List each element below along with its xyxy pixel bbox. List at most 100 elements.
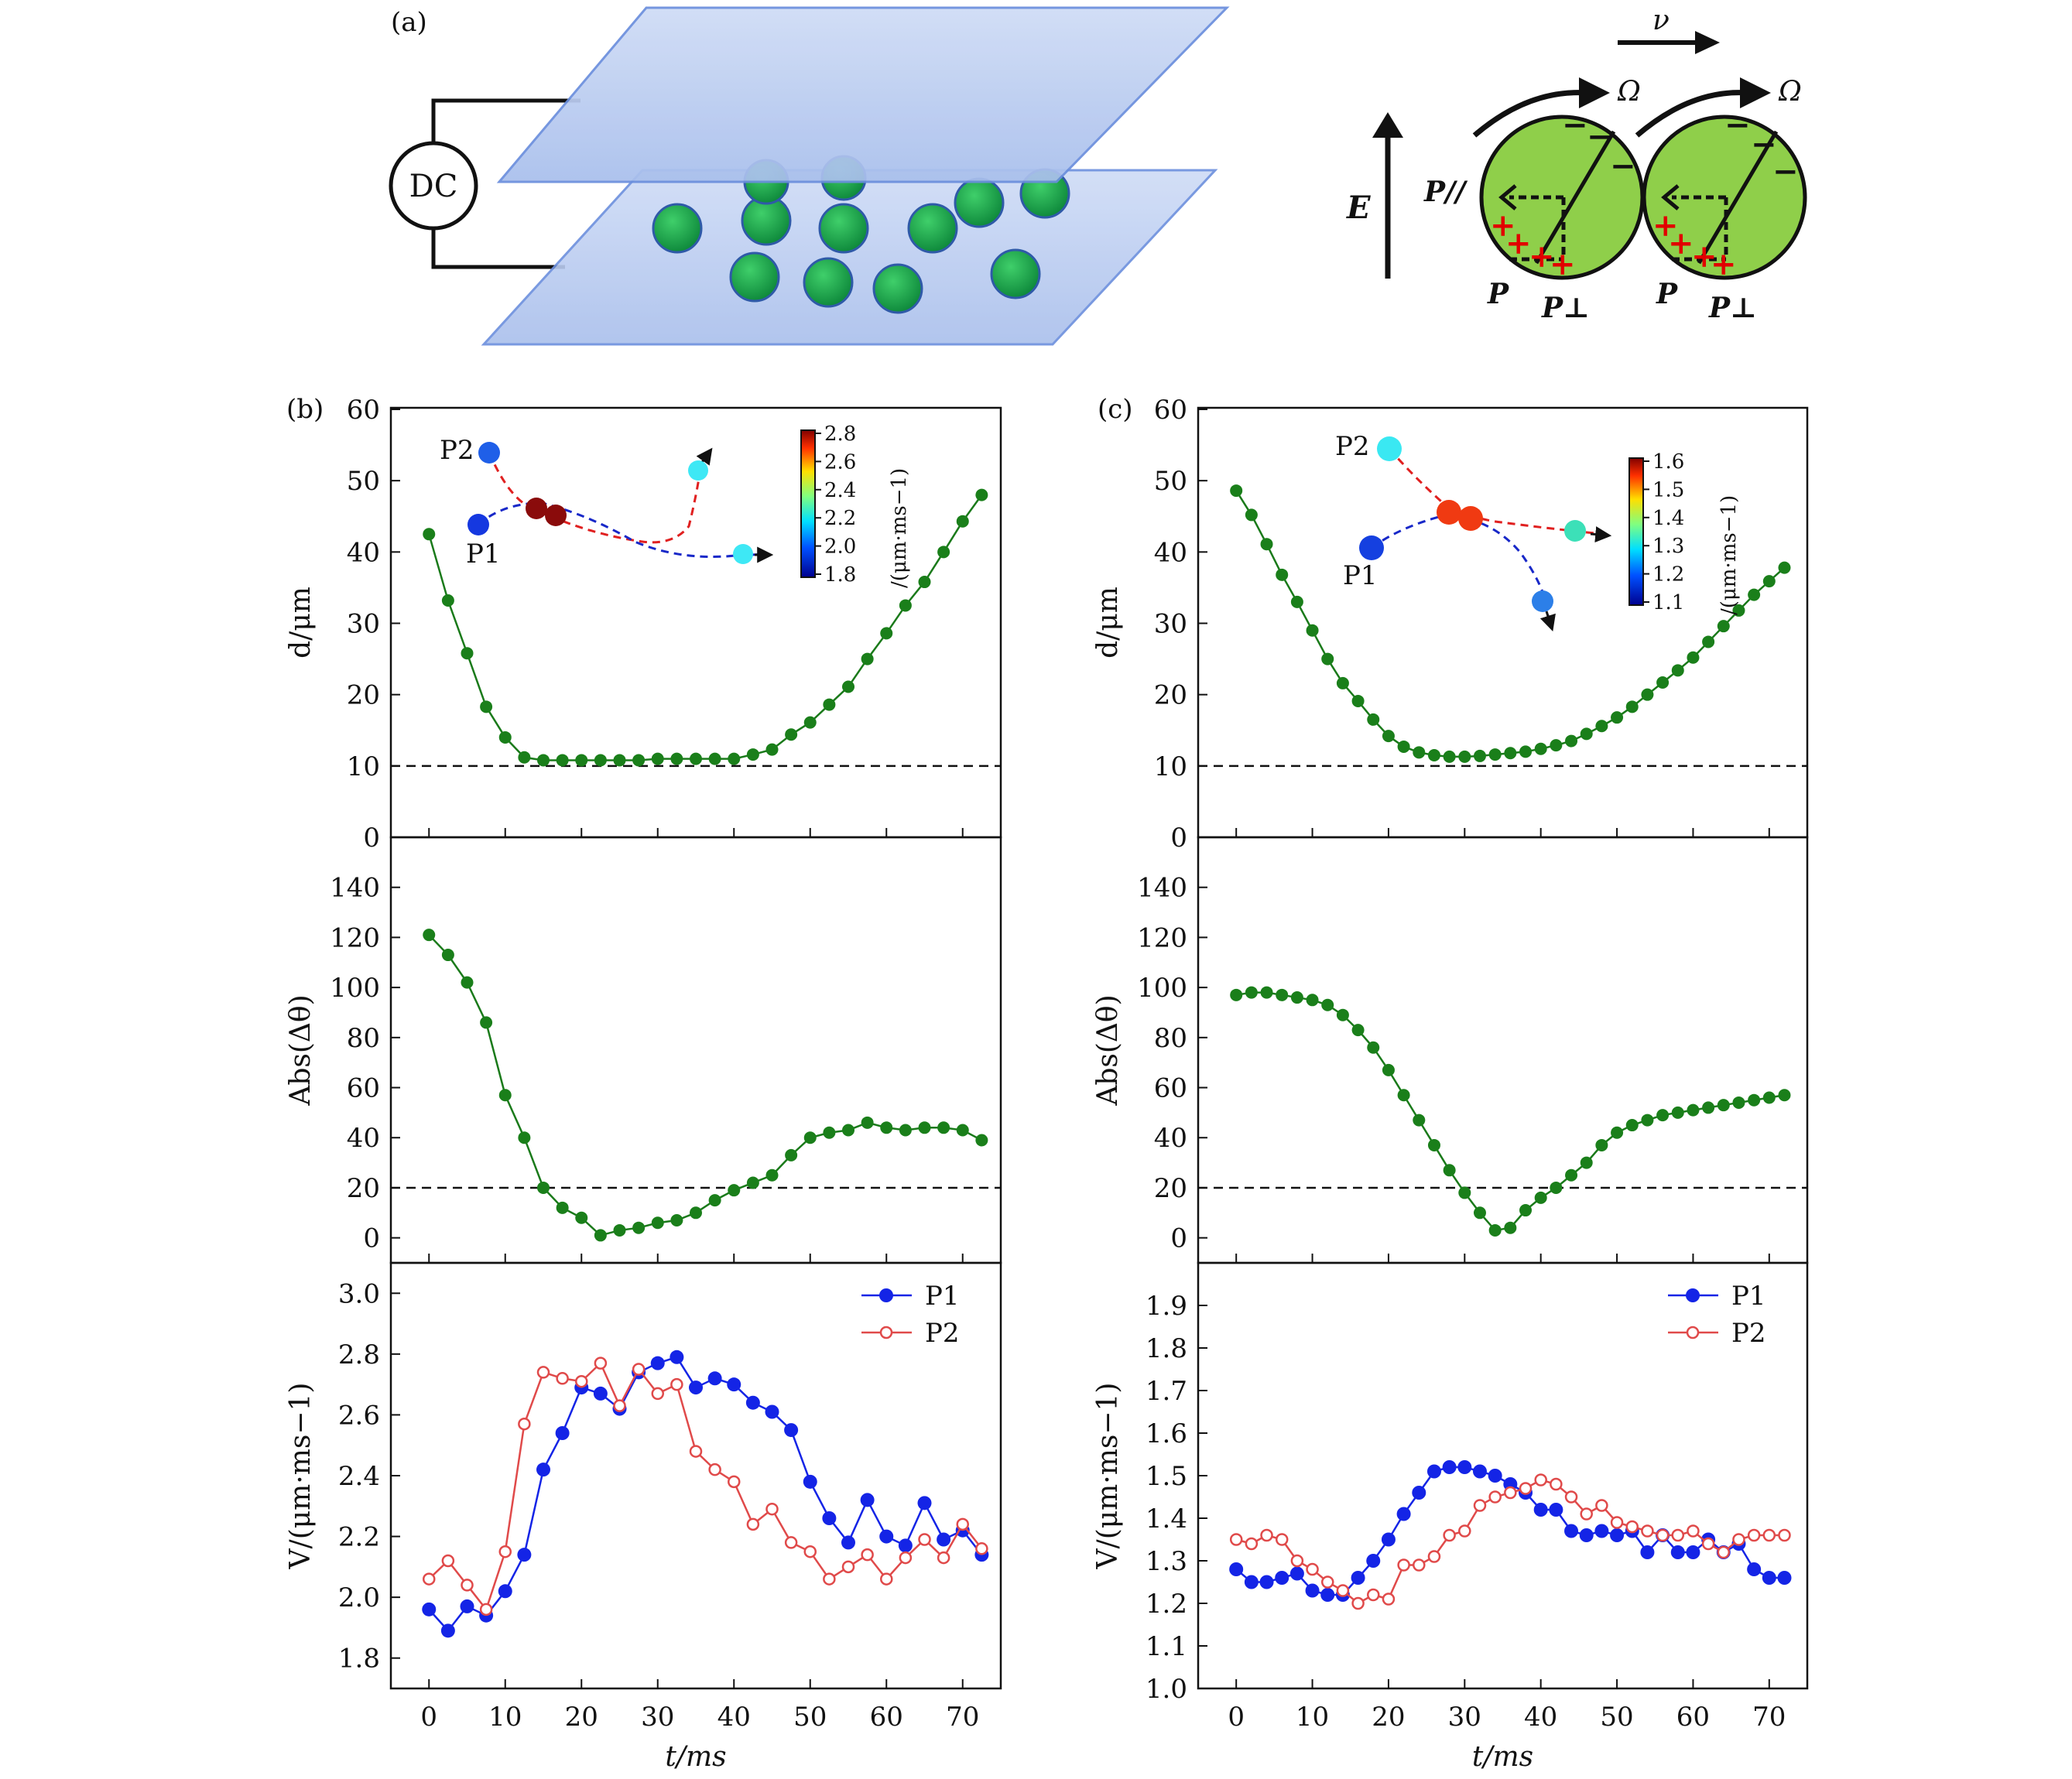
y-tick-label: 20: [1154, 1173, 1187, 1204]
data-point-p2: [1701, 1537, 1715, 1551]
y-tick-label: 2.4: [338, 1461, 380, 1492]
data-point-p2: [1580, 1507, 1593, 1521]
data-point: [842, 680, 854, 693]
y-tick-label: 2.0: [338, 1582, 380, 1613]
legend-label: P1: [925, 1281, 960, 1312]
y-tick-label: 60: [347, 1073, 380, 1104]
inset-b-meet-2: [545, 505, 567, 526]
data-point-p1: [1762, 1571, 1776, 1585]
data-point: [632, 1221, 646, 1234]
colorbar-tick-label: 1.8: [824, 563, 856, 587]
y-tick-label: 30: [1154, 609, 1187, 640]
y-tick-label: 40: [1154, 537, 1187, 568]
x-tick-label: 10: [1296, 1702, 1329, 1733]
data-point: [575, 1211, 588, 1224]
colorbar-tick-label: 2.2: [824, 507, 856, 530]
data-point-p2: [899, 1551, 913, 1565]
y-tick-label: 120: [330, 922, 380, 953]
x-tick-label: 20: [565, 1702, 598, 1733]
data-point-p1: [1747, 1562, 1762, 1576]
y-tick-label: 0: [363, 1223, 380, 1254]
y-tick-label: 10: [1154, 751, 1187, 782]
y-tick-label: 2.2: [338, 1522, 380, 1553]
data-point-p2: [1504, 1486, 1517, 1500]
y-tick-label: 50: [347, 466, 380, 497]
y-axis-label: Abs(Δθ): [285, 994, 317, 1106]
x-tick-label: 50: [1600, 1702, 1633, 1733]
data-point: [1260, 538, 1273, 551]
data-point-p2: [918, 1533, 931, 1546]
data-point: [861, 1116, 874, 1129]
data-point-p2: [1336, 1584, 1350, 1597]
y-axis-label: V/(μm·ms−1): [285, 1383, 317, 1570]
data-point: [1458, 1186, 1471, 1199]
data-point-p2: [536, 1366, 550, 1379]
data-point: [861, 652, 874, 665]
particle: [907, 203, 958, 254]
data-point-p1: [1366, 1554, 1381, 1568]
data-point-p2: [556, 1372, 569, 1385]
omega-label-left: Ω: [1617, 76, 1641, 108]
data-point: [537, 1181, 550, 1194]
data-point-p2: [937, 1551, 950, 1565]
data-point: [975, 1134, 988, 1147]
data-point: [1595, 720, 1608, 733]
svg-text:−: −: [1587, 118, 1613, 155]
data-point: [1245, 508, 1258, 522]
inset-c-colorbar: [1628, 457, 1644, 606]
y-tick-label: 1.2: [1146, 1589, 1187, 1620]
data-point: [518, 751, 531, 764]
data-point-p1: [841, 1535, 855, 1550]
particle: [729, 251, 780, 303]
sphere-left: − − − + + + +: [1472, 77, 1645, 282]
data-point: [1611, 1126, 1624, 1139]
x-tick-label: 0: [420, 1702, 437, 1733]
data-point-p2: [823, 1572, 836, 1586]
svg-text:−: −: [1751, 126, 1777, 163]
data-point-p2: [1732, 1533, 1745, 1546]
y-tick-label: 1.4: [1146, 1504, 1187, 1534]
data-point: [1427, 1138, 1440, 1151]
data-point: [1580, 1156, 1593, 1169]
y-tick-label: 0: [1170, 823, 1187, 854]
inset-c-arrow-p2: [1590, 526, 1612, 543]
data-point: [1230, 484, 1243, 498]
inset-c-p1-start: [1359, 535, 1384, 560]
y-tick-label: 0: [363, 823, 380, 854]
dc-label: DC: [409, 169, 458, 204]
data-point: [765, 743, 779, 756]
data-point-p1: [460, 1599, 474, 1613]
data-point: [1611, 711, 1624, 724]
x-tick-label: 70: [946, 1702, 979, 1733]
data-point: [632, 754, 646, 767]
sphere-right: − − − + + + +: [1635, 77, 1807, 282]
x-tick-label: 60: [1676, 1702, 1710, 1733]
y-tick-label: 140: [1137, 873, 1187, 904]
x-tick-label: 20: [1372, 1702, 1405, 1733]
p-perp-label-right: P⊥: [1708, 292, 1757, 324]
data-point: [498, 730, 512, 744]
y-axis-label: d/μm: [285, 587, 317, 659]
data-point: [1306, 994, 1319, 1007]
data-point: [1778, 561, 1791, 574]
data-point-p2: [670, 1377, 683, 1391]
data-point: [651, 752, 664, 765]
data-point-p1: [1289, 1566, 1304, 1581]
velocity-arrow: [1618, 31, 1720, 54]
data-point-p2: [1458, 1524, 1471, 1538]
data-point: [746, 1176, 759, 1189]
x-axis: 0 10 20 30 40 50 60 70: [1228, 1679, 1786, 1733]
svg-text:+: +: [1529, 238, 1555, 275]
data-point: [823, 1126, 836, 1139]
inset-c-p2-start: [1377, 436, 1402, 461]
data-point-p1: [1457, 1460, 1472, 1474]
data-point: [803, 1131, 817, 1144]
y-tick-label: 1.1: [1146, 1631, 1187, 1662]
data-point: [1245, 986, 1258, 999]
data-point: [518, 1131, 531, 1144]
data-point: [975, 488, 988, 501]
inset-c-colorbar-ticks: 1.1 1.2 1.3 1.4 1.5 1.6: [1643, 450, 1684, 614]
data-point: [899, 599, 912, 612]
data-point-p2: [728, 1475, 741, 1489]
